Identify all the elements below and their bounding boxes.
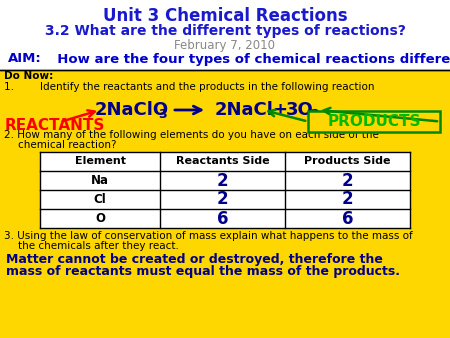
Bar (0, 70, 450, 338)
Text: 3: 3 (158, 108, 166, 121)
Text: AIM:: AIM: (8, 52, 42, 66)
Text: chemical reaction?: chemical reaction? (18, 140, 117, 150)
Text: 3.2 What are the different types of reactions?: 3.2 What are the different types of reac… (45, 24, 405, 38)
Text: Matter cannot be created or destroyed, therefore the: Matter cannot be created or destroyed, t… (6, 252, 383, 266)
Text: +: + (272, 101, 287, 119)
Text: 2: 2 (311, 108, 320, 121)
Text: Cl: Cl (94, 193, 106, 206)
Text: the chemicals after they react.: the chemicals after they react. (18, 241, 179, 251)
Text: 2: 2 (217, 191, 228, 209)
Text: O: O (95, 212, 105, 225)
Text: 3O: 3O (286, 101, 314, 119)
Text: Reactants Side: Reactants Side (176, 156, 269, 167)
Text: 2: 2 (217, 171, 228, 190)
Text: 3. Using the law of conservation of mass explain what happens to the mass of: 3. Using the law of conservation of mass… (4, 231, 413, 241)
Text: 2. How many of the following elements do you have on each side of the: 2. How many of the following elements do… (4, 130, 379, 140)
Text: 2: 2 (342, 171, 353, 190)
Text: Do Now:: Do Now: (4, 71, 53, 81)
FancyBboxPatch shape (308, 111, 440, 132)
Text: Unit 3 Chemical Reactions: Unit 3 Chemical Reactions (103, 7, 347, 25)
Text: February 7, 2010: February 7, 2010 (175, 39, 275, 51)
Text: 1.        Identify the reactants and the products in the following reaction: 1. Identify the reactants and the produc… (4, 82, 374, 92)
Text: Element: Element (75, 156, 126, 167)
Bar (40, 152, 410, 228)
Text: 2: 2 (342, 191, 353, 209)
Text: REACTANTS: REACTANTS (5, 118, 105, 132)
Text: Na: Na (91, 174, 109, 187)
Text: Products Side: Products Side (304, 156, 391, 167)
Text: PRODUCTS: PRODUCTS (327, 114, 421, 129)
Text: 6: 6 (217, 210, 228, 227)
Text: How are the four types of chemical reactions different?: How are the four types of chemical react… (48, 52, 450, 66)
Text: 2NaClO: 2NaClO (95, 101, 169, 119)
Text: 2NaCl: 2NaCl (215, 101, 274, 119)
Text: 6: 6 (342, 210, 353, 227)
Text: mass of reactants must equal the mass of the products.: mass of reactants must equal the mass of… (6, 265, 400, 277)
